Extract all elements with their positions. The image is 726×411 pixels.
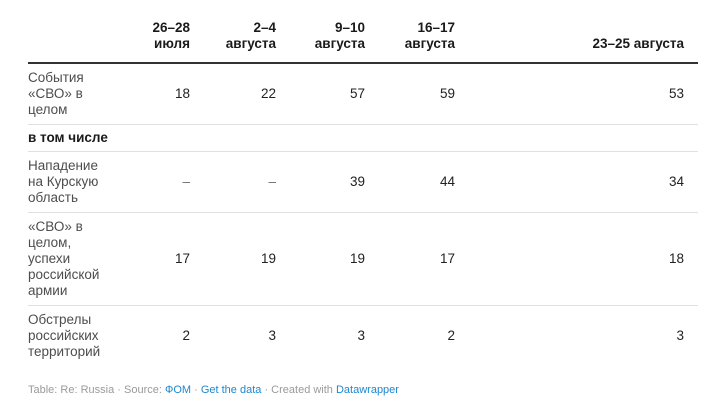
cell-value: 17 xyxy=(112,212,190,306)
footer-source-prefix: Source: xyxy=(124,384,165,396)
cell-value: 22 xyxy=(190,63,276,125)
cell-value: 2 xyxy=(182,328,190,343)
row-label: События «СВО» в целом xyxy=(28,63,112,125)
header-cell-aug23-25: 23–25 августа xyxy=(455,14,698,64)
footer-table-prefix: Table: xyxy=(28,384,61,396)
footer-separator: · xyxy=(114,384,124,396)
cell-value: 53 xyxy=(455,63,698,125)
cell-value: 44 xyxy=(365,151,455,213)
header-line: 9–10 xyxy=(334,20,365,35)
cell-value: – xyxy=(112,151,190,213)
cell-value: 34 xyxy=(455,151,698,213)
header-line: августа xyxy=(314,36,365,51)
header-line: июля xyxy=(154,36,190,51)
header-line: августа xyxy=(225,36,276,51)
cell-value: 2 xyxy=(447,328,455,343)
cell-value: 3 xyxy=(676,328,684,343)
cell-value: 19 xyxy=(276,212,365,306)
footer-separator: · xyxy=(261,384,272,396)
header-line: августа xyxy=(404,36,455,51)
cell-value: 59 xyxy=(365,63,455,125)
data-table: 26–28 июля 2–4 августа 9–10 августа 16–1… xyxy=(28,14,698,366)
row-label: Обстрелы российских территорий xyxy=(28,312,101,359)
cell-value: 18 xyxy=(455,212,698,306)
cell-value: 3 xyxy=(357,328,365,343)
cell-value: – xyxy=(190,151,276,213)
header-cell-aug9-10: 9–10 августа xyxy=(276,14,365,64)
header-row: 26–28 июля 2–4 августа 9–10 августа 16–1… xyxy=(28,14,698,64)
header-cell-aug2-4: 2–4 августа xyxy=(190,14,276,64)
table-body: События «СВО» в целом 18 22 57 59 53 в т… xyxy=(28,63,698,366)
table-row: «СВО» в целом, успехи российской армии 1… xyxy=(28,212,698,306)
cell-value: 18 xyxy=(112,63,190,125)
header-cell-jul26-28: 26–28 июля xyxy=(112,14,190,64)
attribution-footer: Table: Re: Russia · Source: ФОМ · Get th… xyxy=(28,383,698,397)
source-link[interactable]: ФОМ xyxy=(164,384,192,396)
header-line: 16–17 xyxy=(417,20,455,35)
header-cell-empty xyxy=(28,14,112,64)
header-line: 23–25 августа xyxy=(592,36,684,51)
header-cell-aug16-17: 16–17 августа xyxy=(365,14,455,64)
section-row: в том числе xyxy=(28,124,698,152)
header-line: 26–28 xyxy=(152,20,190,35)
header-line: 2–4 xyxy=(253,20,276,35)
footer-table-name: Re: Russia xyxy=(60,384,115,396)
cell-value: 39 xyxy=(276,151,365,213)
row-label: Нападение на Курскую область xyxy=(28,151,112,213)
datawrapper-table-embed: 26–28 июля 2–4 августа 9–10 августа 16–1… xyxy=(28,14,698,397)
table-row: Обстрелы российских территорий 2 3 3 2 3 xyxy=(28,306,698,367)
table-row: События «СВО» в целом 18 22 57 59 53 xyxy=(28,63,698,125)
get-the-data-link[interactable]: Get the data xyxy=(200,384,262,396)
section-label: в том числе xyxy=(28,124,698,152)
cell-value: 19 xyxy=(190,212,276,306)
table-header: 26–28 июля 2–4 августа 9–10 августа 16–1… xyxy=(28,14,698,64)
table-row: Нападение на Курскую область – – 39 44 3… xyxy=(28,151,698,213)
footer-created-prefix: Created with xyxy=(271,384,336,396)
cell-value: 57 xyxy=(276,63,365,125)
cell-value: 17 xyxy=(365,212,455,306)
row-label: «СВО» в целом, успехи российской армии xyxy=(28,212,112,306)
footer-separator: · xyxy=(191,384,201,396)
datawrapper-link[interactable]: Datawrapper xyxy=(335,384,399,396)
cell-value: 3 xyxy=(268,328,276,343)
